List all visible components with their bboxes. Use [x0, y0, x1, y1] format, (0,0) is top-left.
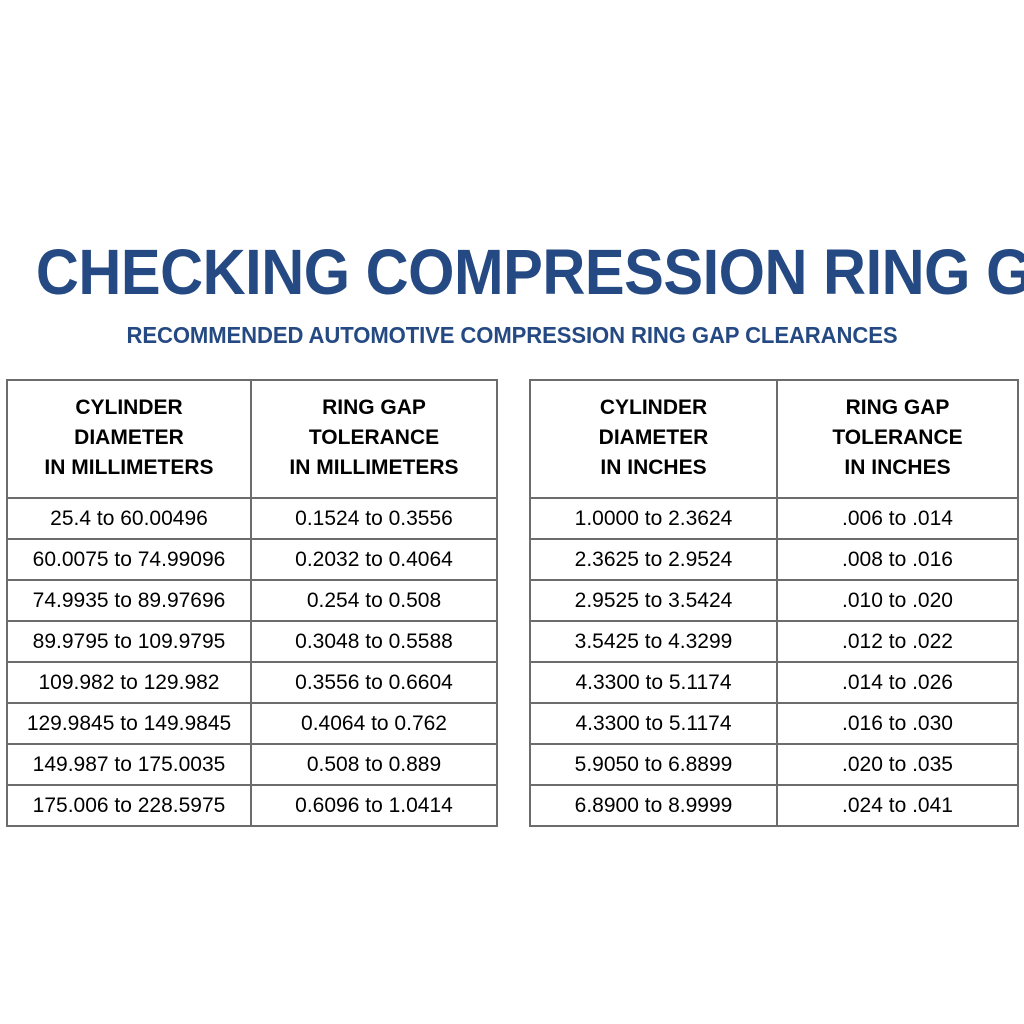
column-header-line-3: IN INCHES — [600, 456, 707, 479]
table-header-row: CYLINDER DIAMETER IN INCHES RING GAP TOL… — [529, 379, 1019, 499]
cell-gap: 0.3556 to 0.6604 — [250, 661, 498, 704]
table-row: 1.0000 to 2.3624 .006 to .014 — [529, 497, 1019, 540]
cell-diameter: 129.9845 to 149.9845 — [6, 702, 252, 745]
page-title: CHECKING COMPRESSION RING GAPS — [35, 235, 1024, 308]
table-row: 4.3300 to 5.1174 .016 to .030 — [529, 702, 1019, 745]
cell-gap: 0.508 to 0.889 — [250, 743, 498, 786]
column-header-ring-gap-tolerance-mm: RING GAP TOLERANCE IN MILLIMETERS — [250, 379, 498, 499]
cell-gap: .016 to .030 — [776, 702, 1019, 745]
cell-diameter: 6.8900 to 8.9999 — [529, 784, 778, 827]
table-row: 25.4 to 60.00496 0.1524 to 0.3556 — [6, 497, 498, 540]
table-row: 74.9935 to 89.97696 0.254 to 0.508 — [6, 579, 498, 622]
cell-diameter: 175.006 to 228.5975 — [6, 784, 252, 827]
table-row: 6.8900 to 8.9999 .024 to .041 — [529, 784, 1019, 827]
column-header-line-2: DIAMETER — [598, 426, 709, 449]
table-row: 175.006 to 228.5975 0.6096 to 1.0414 — [6, 784, 498, 827]
inch-table-header: CYLINDER DIAMETER IN INCHES RING GAP TOL… — [529, 379, 1019, 499]
table-row: 2.9525 to 3.5424 .010 to .020 — [529, 579, 1019, 622]
table-header-row: CYLINDER DIAMETER IN MILLIMETERS RING GA… — [6, 379, 498, 499]
inch-table: CYLINDER DIAMETER IN INCHES RING GAP TOL… — [529, 379, 1019, 827]
cell-gap: .010 to .020 — [776, 579, 1019, 622]
column-header-line-3: IN MILLIMETERS — [289, 456, 459, 479]
column-header-line-1: RING GAP — [322, 396, 426, 419]
cell-diameter: 3.5425 to 4.3299 — [529, 620, 778, 663]
cell-gap: 0.4064 to 0.762 — [250, 702, 498, 745]
cell-gap: .008 to .016 — [776, 538, 1019, 581]
cell-gap: 0.1524 to 0.3556 — [250, 497, 498, 540]
cell-gap: .020 to .035 — [776, 743, 1019, 786]
table-row: 109.982 to 129.982 0.3556 to 0.6604 — [6, 661, 498, 704]
table-row: 3.5425 to 4.3299 .012 to .022 — [529, 620, 1019, 663]
cell-gap: .012 to .022 — [776, 620, 1019, 663]
cell-diameter: 60.0075 to 74.99096 — [6, 538, 252, 581]
cell-diameter: 89.9795 to 109.9795 — [6, 620, 252, 663]
cell-diameter: 149.987 to 175.0035 — [6, 743, 252, 786]
column-header-ring-gap-tolerance-in: RING GAP TOLERANCE IN INCHES — [776, 379, 1019, 499]
cell-diameter: 25.4 to 60.00496 — [6, 497, 252, 540]
cell-diameter: 2.3625 to 2.9524 — [529, 538, 778, 581]
column-header-cylinder-diameter-mm: CYLINDER DIAMETER IN MILLIMETERS — [6, 379, 252, 499]
inch-table-container: CYLINDER DIAMETER IN INCHES RING GAP TOL… — [529, 379, 1019, 827]
cell-diameter: 4.3300 to 5.1174 — [529, 661, 778, 704]
cell-gap: .024 to .041 — [776, 784, 1019, 827]
cell-diameter: 5.9050 to 6.8899 — [529, 743, 778, 786]
cell-gap: .006 to .014 — [776, 497, 1019, 540]
column-header-cylinder-diameter-in: CYLINDER DIAMETER IN INCHES — [529, 379, 778, 499]
table-row: 2.3625 to 2.9524 .008 to .016 — [529, 538, 1019, 581]
column-header-line-1: RING GAP — [845, 396, 950, 419]
millimeter-table: CYLINDER DIAMETER IN MILLIMETERS RING GA… — [6, 379, 498, 827]
cell-diameter: 4.3300 to 5.1174 — [529, 702, 778, 745]
cell-diameter: 2.9525 to 3.5424 — [529, 579, 778, 622]
table-row: 149.987 to 175.0035 0.508 to 0.889 — [6, 743, 498, 786]
column-header-line-2: TOLERANCE — [308, 426, 440, 449]
column-header-line-2: DIAMETER — [74, 426, 184, 449]
page-subtitle: RECOMMENDED AUTOMOTIVE COMPRESSION RING … — [126, 322, 898, 349]
cell-gap: 0.6096 to 1.0414 — [250, 784, 498, 827]
cell-diameter: 109.982 to 129.982 — [6, 661, 252, 704]
cell-diameter: 1.0000 to 2.3624 — [529, 497, 778, 540]
table-row: 60.0075 to 74.99096 0.2032 to 0.4064 — [6, 538, 498, 581]
cell-gap: 0.2032 to 0.4064 — [250, 538, 498, 581]
column-header-line-3: IN INCHES — [844, 456, 951, 479]
column-header-line-2: TOLERANCE — [832, 426, 963, 449]
millimeter-table-body: 25.4 to 60.00496 0.1524 to 0.3556 60.007… — [6, 497, 498, 827]
table-row: 5.9050 to 6.8899 .020 to .035 — [529, 743, 1019, 786]
cell-gap: 0.254 to 0.508 — [250, 579, 498, 622]
cell-diameter: 74.9935 to 89.97696 — [6, 579, 252, 622]
cell-gap: .014 to .026 — [776, 661, 1019, 704]
millimeter-table-header: CYLINDER DIAMETER IN MILLIMETERS RING GA… — [6, 379, 498, 499]
millimeter-table-container: CYLINDER DIAMETER IN MILLIMETERS RING GA… — [6, 379, 498, 827]
column-header-line-1: CYLINDER — [599, 396, 708, 419]
inch-table-body: 1.0000 to 2.3624 .006 to .014 2.3625 to … — [529, 497, 1019, 827]
table-row: 129.9845 to 149.9845 0.4064 to 0.762 — [6, 702, 498, 745]
table-row: 4.3300 to 5.1174 .014 to .026 — [529, 661, 1019, 704]
column-header-line-3: IN MILLIMETERS — [44, 456, 214, 479]
table-row: 89.9795 to 109.9795 0.3048 to 0.5588 — [6, 620, 498, 663]
cell-gap: 0.3048 to 0.5588 — [250, 620, 498, 663]
column-header-line-1: CYLINDER — [75, 396, 183, 419]
